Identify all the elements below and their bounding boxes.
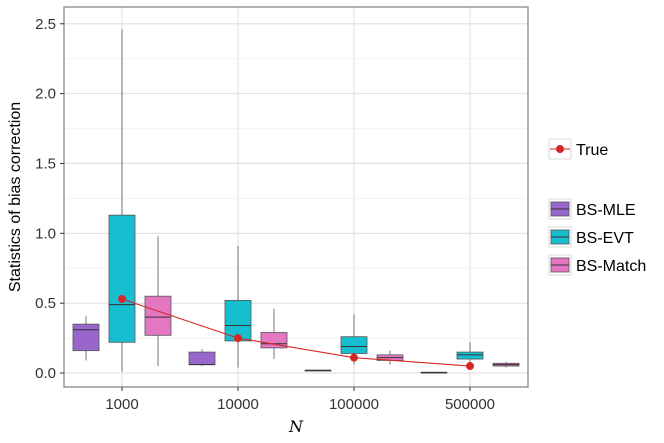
box-bs-match-500000	[492, 361, 520, 368]
y-tick-label: 0.0	[35, 365, 56, 382]
box-body	[188, 351, 216, 366]
box-body	[108, 214, 136, 343]
legend-label: BS-MLE	[576, 202, 636, 219]
axes: 0.0 0.5 1.0 1.5 2.0 2.5 1000 10000 100000 500000	[35, 16, 495, 413]
x-tick-label: 10000	[217, 396, 259, 413]
box-bs-evt-500000	[456, 342, 484, 365]
box-bs-evt-10000	[224, 245, 252, 368]
y-tick-label: 2.5	[35, 16, 56, 33]
box-bs-match-1000	[144, 236, 172, 367]
true-point-100000	[350, 353, 358, 362]
x-axis-title: N	[288, 417, 304, 436]
box-bs-mle-100000	[304, 369, 332, 372]
true-point-500000	[466, 362, 474, 371]
y-axis-title: Statistics of bias correction	[7, 102, 24, 292]
x-tick-label: 100000	[329, 396, 379, 413]
box-bs-evt-1000	[108, 29, 136, 372]
box-body	[340, 336, 368, 354]
box-body	[144, 295, 172, 336]
legend-label: BS-EVT	[576, 230, 634, 247]
y-tick-label: 1.5	[35, 155, 56, 172]
box-body	[72, 323, 100, 352]
legend-key-point	[556, 145, 564, 153]
y-tick-label: 0.5	[35, 295, 56, 312]
x-tick-label: 500000	[445, 396, 495, 413]
box-bs-match-100000	[376, 350, 404, 365]
y-tick-label: 1.0	[35, 225, 56, 242]
plot-panel-border	[63, 6, 529, 388]
y-tick-label: 2.0	[35, 86, 56, 103]
box-body	[456, 351, 484, 360]
box-plots	[72, 29, 520, 374]
true-series	[118, 294, 474, 371]
true-line	[121, 298, 471, 367]
legend-item-true: True	[548, 138, 608, 160]
legend-item-bs-mle: BS-MLE	[548, 198, 636, 220]
legend-item-bs-evt: BS-EVT	[548, 226, 634, 248]
box-bs-mle-500000	[420, 371, 448, 374]
true-point-10000	[234, 334, 242, 343]
legend-label-true: True	[576, 142, 608, 159]
true-point-1000	[118, 294, 126, 303]
box-bs-mle-1000	[72, 315, 100, 361]
box-bs-mle-10000	[188, 349, 216, 367]
legend: True BS-MLE BS-EVT BS-Match	[548, 138, 646, 276]
box-bs-match-10000	[260, 308, 288, 360]
legend-item-bs-match: BS-Match	[548, 254, 646, 276]
x-tick-label: 1000	[105, 396, 138, 413]
legend-label: BS-Match	[576, 258, 646, 275]
